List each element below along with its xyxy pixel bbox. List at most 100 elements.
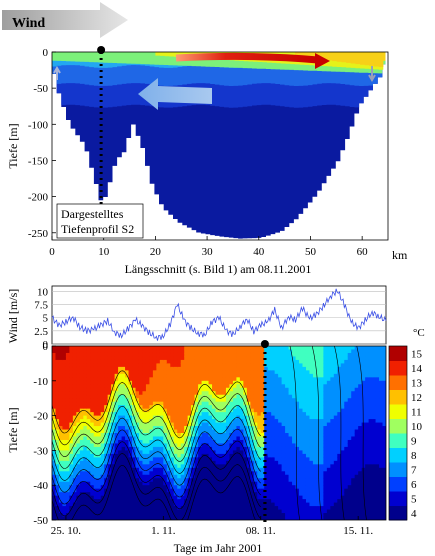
temperature-cell (86, 408, 91, 413)
temperature-cell (257, 366, 262, 371)
temperature-cell (347, 419, 352, 424)
temperature-cell (372, 419, 377, 424)
temperature-cell (305, 485, 311, 490)
temperature-cell (309, 443, 314, 448)
temperature-cell (90, 387, 95, 392)
temperature-cell (104, 509, 109, 514)
temperature-cell (222, 485, 227, 490)
temperature-cell (173, 363, 178, 368)
temperature-cell (278, 513, 283, 518)
temperature-cell (271, 439, 276, 445)
temperature-cell (337, 453, 342, 458)
temperature-cell (340, 488, 345, 493)
temperature-cell (365, 412, 370, 417)
temperature-cell (52, 436, 57, 441)
temperature-cell (219, 457, 224, 462)
temperature-cell (135, 481, 140, 486)
temperature-cell (166, 401, 171, 406)
temperature-cell (302, 457, 307, 462)
temperature-cell (159, 433, 164, 438)
temperature-cell (344, 453, 349, 458)
temperature-cell (198, 446, 203, 451)
temperature-cell (229, 359, 234, 364)
temperature-cell (180, 391, 185, 396)
temperature-cell (229, 481, 234, 486)
temperature-cell (156, 359, 161, 364)
temperature-cell (239, 492, 244, 497)
temperature-cell (90, 460, 95, 465)
temperature-cell (375, 502, 380, 507)
temperature-cell (100, 380, 105, 385)
temperature-cell (142, 495, 147, 500)
temperature-cell (379, 377, 384, 382)
temperature-cell (212, 401, 217, 406)
temperature-cell (379, 499, 384, 504)
temperature-cell (180, 349, 185, 354)
temperature-cell (365, 485, 370, 490)
temperature-cell (337, 394, 342, 399)
temperature-cell (278, 394, 283, 399)
temperature-cell (232, 429, 237, 434)
temperature-cell (55, 415, 60, 420)
temperature-cell (222, 366, 227, 371)
temperature-cell (79, 394, 84, 399)
temperature-cell (62, 506, 67, 511)
temperature-cell (292, 391, 297, 396)
wind-y-axis: 02.557.510 (34, 286, 48, 351)
temperature-cell (375, 426, 380, 431)
temperature-cell (212, 453, 217, 458)
temperature-cell (184, 436, 189, 441)
temperature-cell (76, 446, 81, 451)
temperature-cell (323, 478, 328, 483)
temperature-cell (358, 471, 363, 476)
temperature-cell (138, 481, 144, 486)
temperature-cell (170, 429, 175, 434)
temperature-cell (253, 405, 258, 410)
temperature-cell (260, 422, 265, 427)
temperature-cell (264, 412, 269, 417)
temperature-cell (180, 453, 185, 458)
temperature-cell (229, 401, 234, 406)
temperature-cell (138, 426, 144, 431)
temperature-cell (319, 401, 324, 406)
temperature-cell (312, 398, 318, 403)
temperature-cell (201, 446, 206, 451)
temperature-cell (246, 380, 251, 385)
temperature-cell (358, 405, 363, 410)
temperature-cell (278, 460, 283, 465)
temperature-cell (69, 453, 74, 458)
temperature-cell (344, 415, 349, 420)
temperature-cell (333, 429, 338, 434)
temperature-cell (114, 474, 119, 479)
temperature-cell (145, 495, 151, 500)
temperature-cell (86, 492, 91, 497)
temperature-cell (260, 506, 265, 511)
temperature-cell (379, 401, 384, 406)
temperature-cell (361, 502, 366, 507)
temperature-cell (354, 513, 359, 518)
temperature-cell (299, 426, 304, 431)
temperature-cell (219, 481, 224, 486)
temperature-cell (173, 380, 178, 385)
temperature-cell (65, 516, 70, 520)
temperature-cell (239, 439, 244, 445)
temperature-cell (257, 460, 262, 465)
temperature-cell (65, 499, 70, 504)
temperature-cell (264, 377, 269, 382)
temperature-cell (100, 422, 105, 427)
temperature-cell (340, 464, 345, 469)
temperature-cell (375, 492, 380, 497)
temperature-cell (274, 408, 279, 413)
temperature-cell (142, 419, 147, 424)
temperature-cell (302, 363, 307, 368)
temperature-cell (62, 467, 67, 472)
temperature-cell (239, 506, 244, 511)
temperature-cell (205, 460, 210, 465)
temperature-cell (288, 398, 293, 403)
temperature-cell (125, 509, 130, 514)
temperature-cell (361, 363, 366, 368)
temperature-cell (236, 488, 241, 493)
temperature-cell (337, 481, 342, 486)
temperature-cell (212, 478, 217, 483)
temperature-cell (222, 356, 227, 361)
